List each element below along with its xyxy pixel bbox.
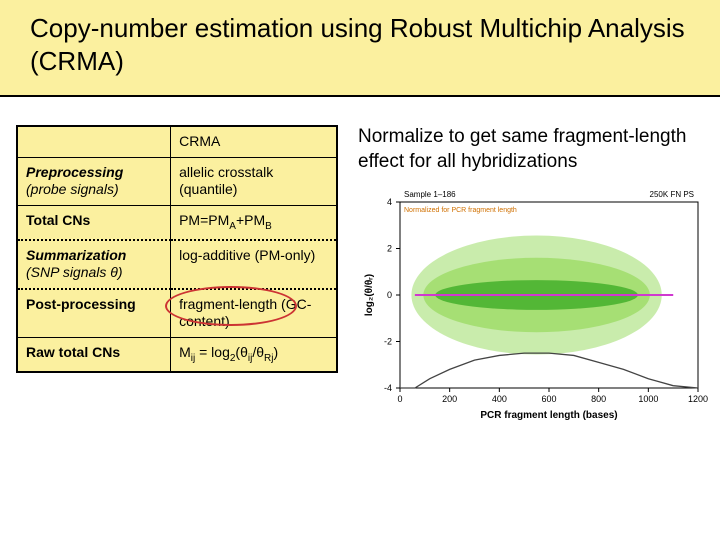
svg-text:Normalized for PCR fragment le: Normalized for PCR fragment length xyxy=(404,207,517,214)
table-header-crma: CRMA xyxy=(171,126,337,157)
svg-text:-4: -4 xyxy=(384,383,392,393)
row-label-main: Summarization xyxy=(26,247,126,263)
svg-text:800: 800 xyxy=(591,394,606,404)
svg-text:0: 0 xyxy=(397,394,402,404)
left-column: CRMA Preprocessing (probe signals) allel… xyxy=(16,125,338,424)
row-label: Preprocessing (probe signals) xyxy=(17,157,171,205)
table-row: Post-processing fragment-length (GC-cont… xyxy=(17,289,337,338)
table-header-row: CRMA xyxy=(17,126,337,157)
svg-text:600: 600 xyxy=(541,394,556,404)
svg-text:1200: 1200 xyxy=(688,394,708,404)
row-value: allelic crosstalk (quantile) xyxy=(171,157,337,205)
row-value: fragment-length (GC-content) xyxy=(171,289,337,338)
svg-text:1000: 1000 xyxy=(638,394,658,404)
title-block: Copy-number estimation using Robust Mult… xyxy=(0,0,720,97)
row-value: Mij = log2(θij/θRj) xyxy=(171,337,337,372)
svg-text:-2: -2 xyxy=(384,337,392,347)
svg-text:Sample 1–186: Sample 1–186 xyxy=(404,190,456,199)
svg-text:2: 2 xyxy=(387,244,392,254)
svg-text:250K FN PS: 250K FN PS xyxy=(650,190,694,199)
right-column: Normalize to get same fragment-length ef… xyxy=(358,125,708,424)
row-label: Raw total CNs xyxy=(17,337,171,372)
svg-text:PCR fragment length (bases): PCR fragment length (bases) xyxy=(480,410,617,421)
table-row: Preprocessing (probe signals) allelic cr… xyxy=(17,157,337,205)
content-row: CRMA Preprocessing (probe signals) allel… xyxy=(0,97,720,424)
table-header-empty xyxy=(17,126,171,157)
svg-text:4: 4 xyxy=(387,197,392,207)
page-title: Copy-number estimation using Robust Mult… xyxy=(30,12,700,77)
table-row: Total CNs PM=PMA+PMB xyxy=(17,205,337,240)
table-row: Summarization (SNP signals θ) log-additi… xyxy=(17,240,337,289)
row-value-text: fragment-length (GC-content) xyxy=(179,296,311,330)
table-row: Raw total CNs Mij = log2(θij/θRj) xyxy=(17,337,337,372)
row-value: log-additive (PM-only) xyxy=(171,240,337,289)
row-label-sub: (SNP signals θ) xyxy=(26,264,123,280)
steps-table: CRMA Preprocessing (probe signals) allel… xyxy=(16,125,338,373)
scatter-chart: 0 200 400 600 800 1000 1200 -4 -2 0 2 4 PCR fragment… xyxy=(358,184,708,424)
row-label: Summarization (SNP signals θ) xyxy=(17,240,171,289)
row-label: Total CNs xyxy=(17,205,171,240)
svg-text:log₂(θ/θᵣ): log₂(θ/θᵣ) xyxy=(364,274,375,316)
note-text: Normalize to get same fragment-length ef… xyxy=(358,125,708,174)
row-label-sub: (probe signals) xyxy=(26,181,119,197)
row-label-main: Preprocessing xyxy=(26,164,123,180)
svg-text:400: 400 xyxy=(492,394,507,404)
svg-text:200: 200 xyxy=(442,394,457,404)
chart-svg: 0 200 400 600 800 1000 1200 -4 -2 0 2 4 PCR fragment… xyxy=(358,184,708,424)
svg-text:0: 0 xyxy=(387,290,392,300)
row-label: Post-processing xyxy=(17,289,171,338)
row-value: PM=PMA+PMB xyxy=(171,205,337,240)
